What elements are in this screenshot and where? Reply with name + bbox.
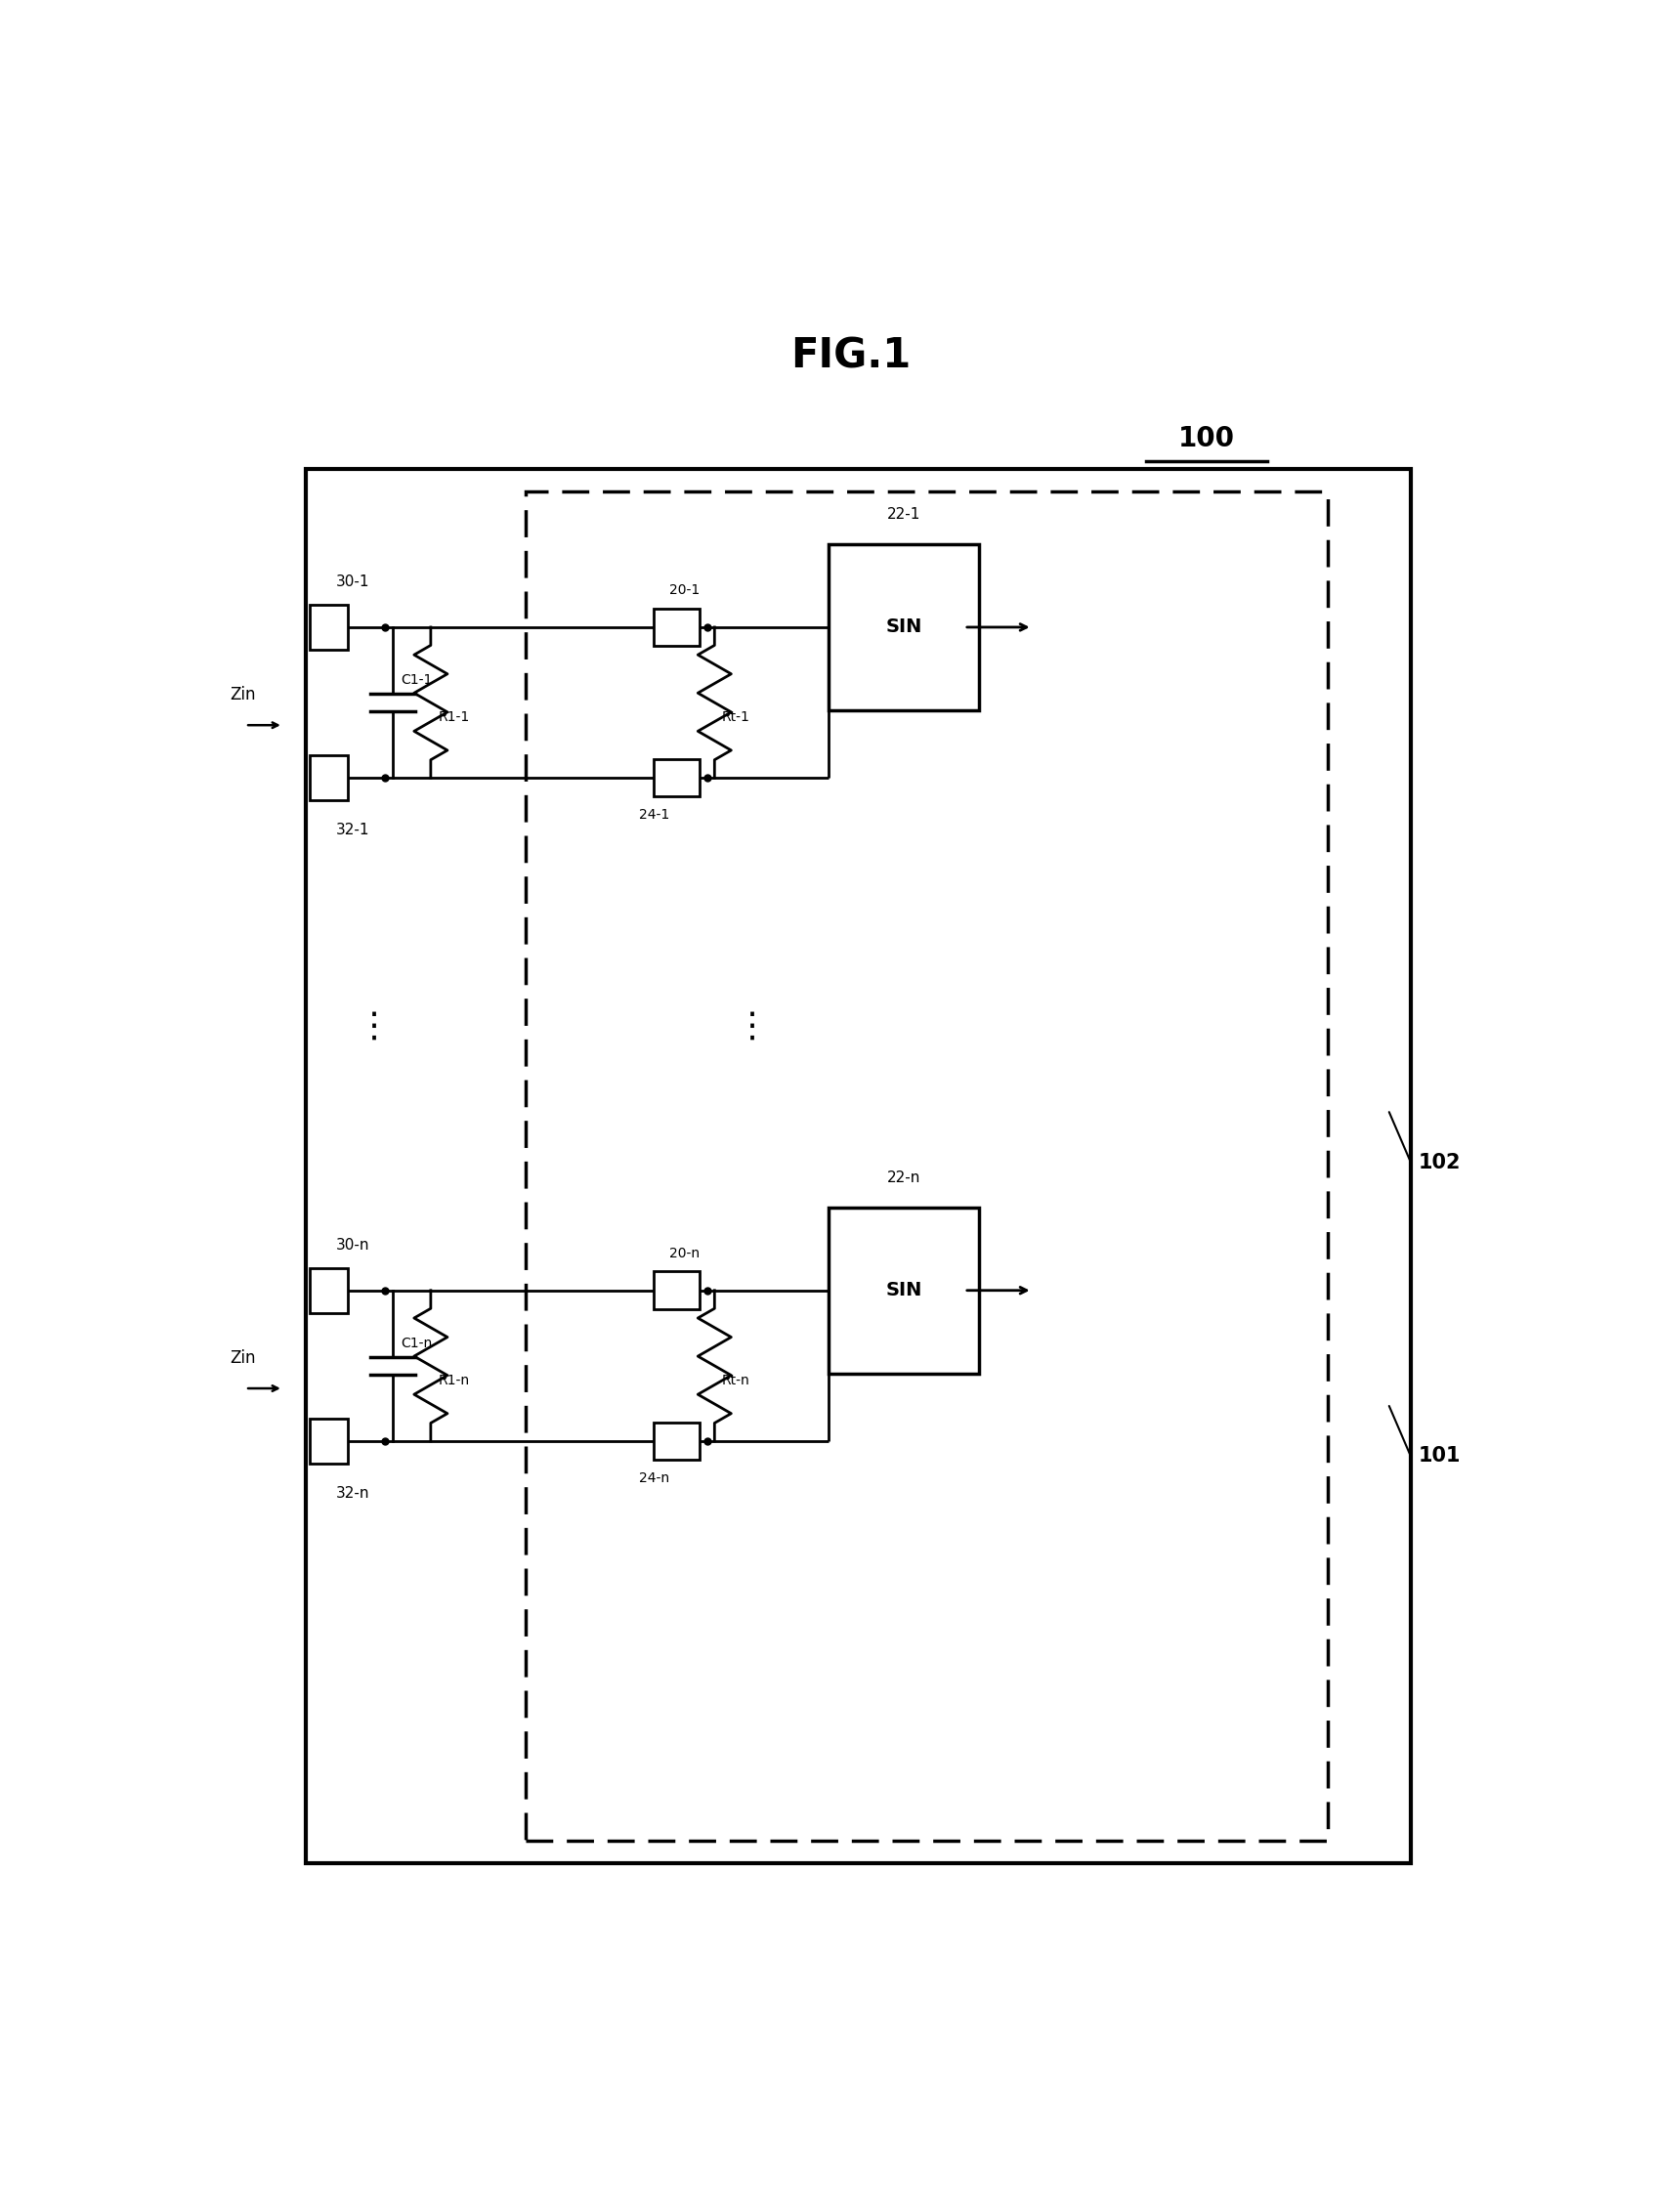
Text: 22-1: 22-1 <box>886 507 921 522</box>
Bar <box>654 608 698 646</box>
Text: Rt-1: Rt-1 <box>722 710 750 726</box>
Text: 24-1: 24-1 <box>639 807 669 821</box>
Bar <box>310 754 347 801</box>
Bar <box>305 469 1410 1863</box>
Text: Zin: Zin <box>231 686 255 703</box>
Text: R1-1: R1-1 <box>438 710 469 726</box>
Text: 30-n: 30-n <box>335 1239 370 1252</box>
Text: 32-1: 32-1 <box>335 823 370 838</box>
Text: SIN: SIN <box>884 1281 921 1301</box>
Text: 100: 100 <box>1178 425 1234 453</box>
Bar <box>310 604 347 650</box>
Bar <box>310 1267 347 1314</box>
Text: Rt-n: Rt-n <box>722 1374 750 1387</box>
Bar <box>654 1422 698 1460</box>
Text: 20-1: 20-1 <box>669 584 698 597</box>
Bar <box>310 1418 347 1464</box>
Text: Zin: Zin <box>231 1349 255 1367</box>
Text: ⋮: ⋮ <box>357 1011 392 1044</box>
Text: 20-n: 20-n <box>669 1248 698 1261</box>
Text: SIN: SIN <box>884 617 921 637</box>
Text: C1-n: C1-n <box>400 1336 431 1349</box>
Text: R1-n: R1-n <box>438 1374 469 1387</box>
Bar <box>828 544 979 710</box>
Bar <box>654 1272 698 1310</box>
Text: 24-n: 24-n <box>639 1471 669 1484</box>
Text: 30-1: 30-1 <box>335 575 370 591</box>
Bar <box>828 1208 979 1374</box>
Text: 102: 102 <box>1417 1152 1460 1172</box>
Text: ⋮: ⋮ <box>735 1011 770 1044</box>
Text: C1-1: C1-1 <box>400 672 431 686</box>
Text: 22-n: 22-n <box>886 1170 921 1186</box>
Text: FIG.1: FIG.1 <box>790 336 911 376</box>
Text: 101: 101 <box>1417 1447 1460 1467</box>
Bar <box>524 491 1327 1840</box>
Text: 32-n: 32-n <box>335 1486 370 1502</box>
Bar <box>654 759 698 796</box>
